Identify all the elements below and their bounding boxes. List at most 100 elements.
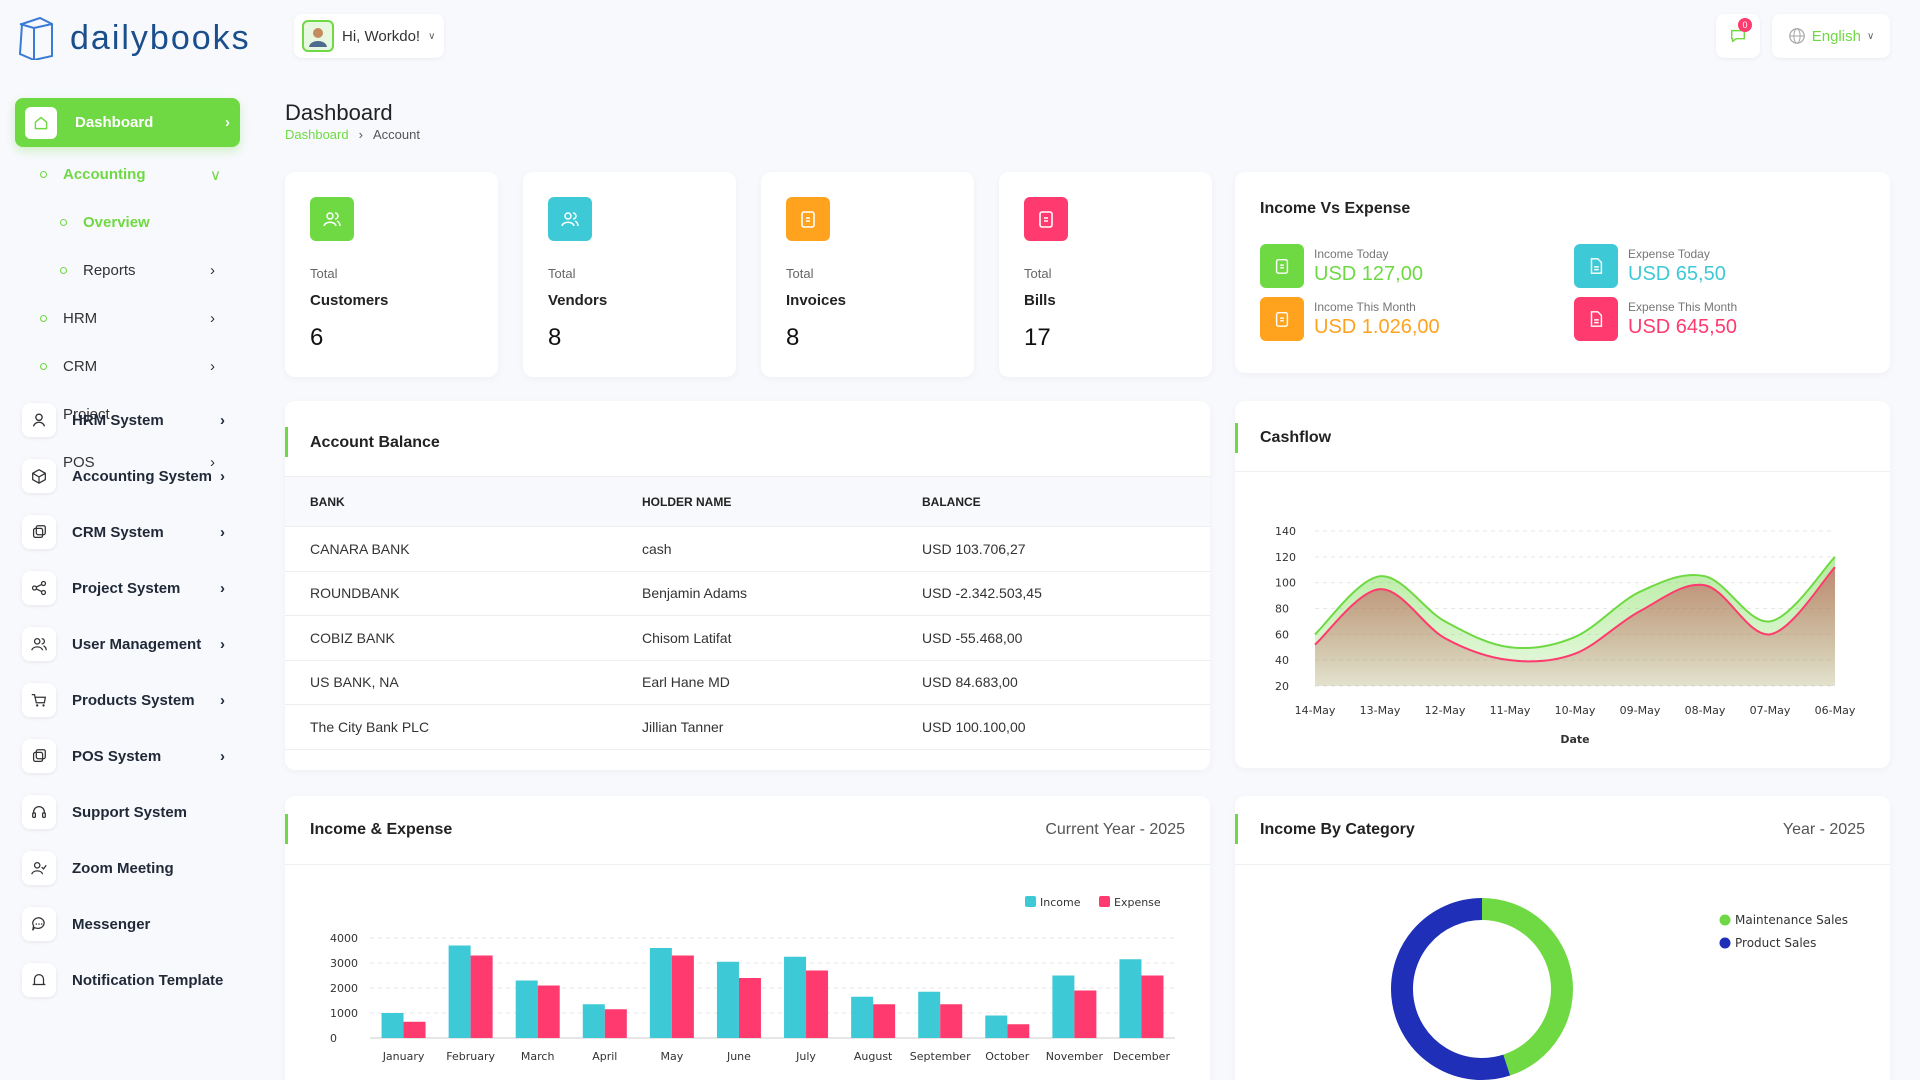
- bar-income: [851, 996, 874, 1038]
- income-vs-expense-card: Income Vs Expense Income Today USD 127,00…: [1235, 172, 1890, 373]
- sidebar-item-messenger[interactable]: Messenger: [22, 907, 150, 941]
- avatar: [302, 20, 334, 52]
- sidebar-item-label: CRM System: [72, 523, 164, 541]
- table-row: ROUNDBANK Benjamin Adams USD -2.342.503,45: [285, 571, 1210, 616]
- x-tick-label: August: [854, 1050, 893, 1063]
- stat-value: 8: [786, 324, 800, 351]
- sidebar-item-hrm-system[interactable]: HRM System ›: [22, 403, 225, 437]
- x-tick-label: 06-May: [1815, 704, 1856, 717]
- column-header: HOLDER NAME: [617, 476, 897, 527]
- bar-expense: [671, 955, 694, 1038]
- y-tick-label: 140: [1275, 525, 1296, 538]
- table-cell: The City Bank PLC: [285, 704, 617, 750]
- document-icon: [1574, 297, 1618, 341]
- brand-logo[interactable]: dailybooks: [16, 16, 251, 60]
- x-tick-label: 07-May: [1750, 704, 1791, 717]
- notification-button[interactable]: 0: [1716, 14, 1760, 58]
- bar-income: [784, 956, 807, 1038]
- account-balance-table: BANK HOLDER NAME BALANCE CANARA BANK cash US…: [285, 476, 1210, 750]
- bar-income: [381, 1013, 404, 1038]
- sidebar-item-overview[interactable]: Overview: [60, 214, 150, 231]
- bar-income: [649, 948, 672, 1038]
- table-cell: Jillian Tanner: [617, 704, 897, 750]
- table-cell: Benjamin Adams: [617, 571, 897, 616]
- chevron-down-icon: ∨: [210, 166, 221, 184]
- table-row: The City Bank PLC Jillian Tanner USD 100.1…: [285, 704, 1210, 750]
- stat-value: 8: [548, 324, 562, 351]
- expense-today-label: Expense Today: [1628, 246, 1710, 261]
- income-category-chart: Maintenance Sales Product Sales: [1391, 898, 1848, 1080]
- sidebar-item-label: CRM: [63, 358, 98, 375]
- x-tick-label: 14-May: [1295, 704, 1336, 717]
- sidebar-item-crm[interactable]: CRM ›: [40, 358, 215, 375]
- table-row: CANARA BANK cash USD 103.706,27: [285, 526, 1210, 572]
- x-tick-label: 12-May: [1425, 704, 1466, 717]
- table-cell: USD 103.706,27: [897, 526, 1210, 572]
- bar-income: [582, 1004, 605, 1038]
- language-selector[interactable]: English ∨: [1772, 14, 1890, 58]
- table-cell: USD -55.468,00: [897, 615, 1210, 661]
- chevron-right-icon: ›: [210, 310, 215, 327]
- sidebar-item-label: Project System: [72, 579, 181, 597]
- divider: [1235, 471, 1890, 472]
- stat-name: Bills: [1024, 292, 1056, 309]
- legend-swatch: [1719, 914, 1731, 926]
- breadcrumb-link[interactable]: Dashboard: [285, 127, 349, 142]
- expense-today-value: USD 65,50: [1628, 262, 1726, 285]
- sidebar-item-reports[interactable]: Reports ›: [60, 262, 215, 279]
- divider: [285, 864, 1210, 865]
- bar-expense: [1007, 1024, 1030, 1038]
- stat-total-label: Total: [1024, 266, 1052, 281]
- breadcrumb: Dashboard › Account: [285, 127, 420, 142]
- user-menu[interactable]: Hi, Workdo! ∨: [294, 14, 444, 58]
- y-tick-label: 100: [1275, 577, 1296, 590]
- sidebar-item-support-system[interactable]: Support System: [22, 795, 187, 829]
- y-tick-label: 4000: [330, 932, 358, 945]
- expense-month-label: Expense This Month: [1628, 299, 1738, 314]
- x-tick-label: 08-May: [1685, 704, 1726, 717]
- sidebar-item-project-system[interactable]: Project System ›: [22, 571, 225, 605]
- bullet-icon: [40, 363, 47, 370]
- sidebar-item-dashboard[interactable]: Dashboard ›: [15, 98, 240, 147]
- table-cell: USD 84.683,00: [897, 660, 1210, 705]
- income-today-label: Income Today: [1314, 246, 1389, 261]
- stat-total-label: Total: [786, 266, 814, 281]
- table-cell: cash: [617, 526, 897, 572]
- expense-month-value: USD 645,50: [1628, 315, 1737, 338]
- breadcrumb-current: Account: [372, 127, 420, 142]
- y-tick-label: 0: [330, 1032, 337, 1045]
- language-label: English: [1811, 27, 1861, 45]
- sidebar-item-crm-system[interactable]: CRM System ›: [22, 515, 225, 549]
- sidebar-item-accounting[interactable]: Accounting ∨: [40, 166, 221, 184]
- sidebar-item-products-system[interactable]: Products System ›: [22, 683, 225, 717]
- income-today-value: USD 127,00: [1314, 262, 1423, 285]
- column-header: BANK: [285, 476, 617, 527]
- sidebar-item-label: Project: [63, 406, 110, 423]
- sidebar-item-pos-system[interactable]: POS System ›: [22, 739, 225, 773]
- stat-name: Customers: [310, 292, 389, 309]
- sidebar-item-label: Accounting System: [72, 467, 213, 485]
- book-logo-icon: [18, 16, 53, 60]
- bar-income: [448, 945, 471, 1038]
- chevron-right-icon: ›: [210, 262, 215, 279]
- sidebar-item-hrm[interactable]: HRM ›: [40, 310, 215, 327]
- x-tick-label: February: [446, 1050, 495, 1063]
- table-row: COBIZ BANK Chisom Latifat USD -55.468,00: [285, 615, 1210, 661]
- home-icon: [25, 106, 57, 139]
- legend-swatch: [1099, 896, 1110, 907]
- sidebar-item-accounting-system[interactable]: Accounting System ›: [22, 459, 225, 493]
- divider: [1235, 864, 1890, 865]
- x-tick-label: 10-May: [1555, 704, 1596, 717]
- bar-income: [918, 991, 941, 1038]
- table-cell: Earl Hane MD: [617, 660, 897, 705]
- stat-value: 17: [1024, 324, 1051, 351]
- table-cell: CANARA BANK: [285, 526, 617, 572]
- sidebar-item-notification-template[interactable]: Notification Template: [22, 963, 223, 997]
- sidebar-item-zoom-meeting[interactable]: Zoom Meeting: [22, 851, 174, 885]
- x-tick-label: November: [1046, 1050, 1104, 1063]
- sidebar-item-user-management[interactable]: User Management ›: [22, 627, 225, 661]
- notification-badge: 0: [1738, 18, 1752, 32]
- sidebar-item-label: Reports: [83, 262, 136, 279]
- table-cell: ROUNDBANK: [285, 571, 617, 616]
- donut-slice: [1481, 898, 1573, 1076]
